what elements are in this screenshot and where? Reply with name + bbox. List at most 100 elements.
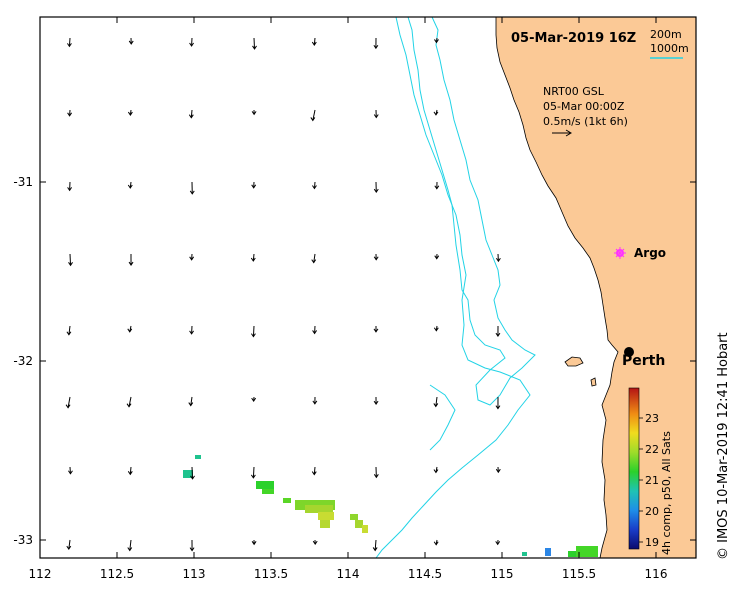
current-arrowhead (188, 114, 194, 119)
current-arrowhead (311, 41, 317, 46)
current-arrowhead (495, 332, 501, 338)
plot-frame (39, 16, 697, 559)
sst-pixels (183, 455, 598, 557)
current-arrowhead (433, 111, 439, 116)
current-legend-time: 05-Mar 00:00Z (543, 100, 625, 113)
current-arrowhead (189, 42, 194, 47)
current-arrowhead (188, 402, 194, 407)
current-arrowhead (250, 257, 256, 262)
current-arrow (312, 109, 316, 121)
contour-legend-1000m: 1000m (650, 42, 689, 55)
current-arrow (313, 37, 316, 46)
x-tick-label: 114 (337, 567, 360, 581)
current-legend-scale: 0.5m/s (1kt 6h) (543, 115, 628, 128)
land-mass (495, 16, 697, 559)
island (564, 356, 584, 367)
current-arrowhead (311, 259, 317, 264)
current-arrowhead (128, 261, 134, 266)
current-arrowhead (495, 257, 501, 263)
current-arrowhead (127, 111, 133, 116)
current-arrow (69, 253, 72, 266)
current-arrowhead (190, 475, 195, 480)
current-arrowhead (189, 547, 195, 552)
current-arrow (435, 396, 438, 407)
current-arrowhead (373, 44, 379, 50)
current-arrowhead (434, 39, 439, 44)
colorbar-ticks: 19 20 21 22 23 (639, 412, 659, 549)
x-tick-label: 112 (29, 567, 52, 581)
current-arrowhead (251, 397, 257, 402)
x-tick-label: 113.5 (254, 567, 288, 581)
current-arrowhead (127, 184, 133, 189)
current-arrow (190, 109, 193, 118)
current-arrowhead (68, 262, 73, 267)
current-arrowhead (128, 40, 134, 45)
current-arrowhead (127, 547, 133, 552)
current-arrow (68, 325, 71, 335)
current-arrowhead (67, 43, 72, 48)
current-arrow (68, 37, 71, 47)
current-arrowhead (433, 541, 439, 546)
current-arrowhead (66, 331, 72, 336)
current-arrow (68, 539, 71, 550)
current-arrowhead (312, 330, 317, 335)
colorbar-label: 4h comp, p50, All Sats (660, 431, 673, 555)
colorbar-tick-label: 19 (645, 536, 659, 549)
current-arrowhead (251, 184, 257, 189)
current-arrowhead (495, 541, 501, 546)
current-arrowhead (189, 330, 194, 335)
x-tick-label: 115.5 (562, 567, 596, 581)
x-tick-label: 113 (183, 567, 206, 581)
current-arrowhead (67, 187, 73, 192)
current-arrowhead (252, 45, 257, 50)
current-arrowhead (373, 474, 379, 479)
current-arrowhead (373, 256, 379, 261)
sst-colorbar (628, 387, 640, 550)
current-arrowhead (495, 468, 501, 474)
current-arrowhead (311, 471, 317, 476)
x-tick-label: 114.5 (408, 567, 442, 581)
current-arrowhead (68, 470, 73, 475)
current-arrow (128, 396, 132, 407)
current-arrowhead (127, 328, 133, 333)
colorbar-tick-label: 22 (645, 443, 659, 456)
current-vectors (65, 37, 501, 552)
x-tick-label: 112.5 (100, 567, 134, 581)
current-arrowhead (312, 185, 317, 190)
y-tick-label: -32 (13, 354, 33, 368)
perth-marker[interactable] (624, 347, 634, 357)
current-arrowhead (127, 471, 133, 476)
current-arrow (252, 253, 255, 262)
current-arrowhead (373, 400, 379, 406)
current-arrowhead (434, 255, 440, 260)
colorbar-tick-label: 23 (645, 412, 659, 425)
current-arrow (252, 466, 255, 478)
contour-1000m (375, 16, 531, 559)
colorbar-tick-label: 20 (645, 505, 659, 518)
current-arrow (190, 396, 193, 406)
current-arrow (67, 396, 71, 408)
current-arrowhead (126, 403, 132, 408)
current-arrowhead (189, 256, 195, 261)
current-arrow (252, 325, 255, 337)
current-arrow (253, 37, 256, 49)
current-arrowhead (433, 403, 439, 408)
current-arrowhead (189, 190, 195, 195)
argo-label: Argo (634, 246, 666, 260)
contour-legend-200m: 200m (650, 28, 682, 41)
current-arrow (129, 466, 132, 475)
x-tick-label: 115 (491, 567, 514, 581)
current-arrowhead (433, 327, 439, 332)
contour-200m (407, 16, 536, 406)
current-arrowhead (251, 111, 257, 116)
current-arrow (374, 539, 377, 551)
current-arrow (313, 181, 316, 189)
current-legend-source: NRT00 GSL (543, 85, 605, 98)
current-arrowhead (372, 547, 378, 552)
current-arrowhead (65, 404, 71, 409)
current-arrowhead (373, 114, 379, 119)
current-arrowhead (312, 400, 318, 405)
current-arrowhead (67, 112, 73, 117)
current-arrowhead (251, 541, 257, 546)
